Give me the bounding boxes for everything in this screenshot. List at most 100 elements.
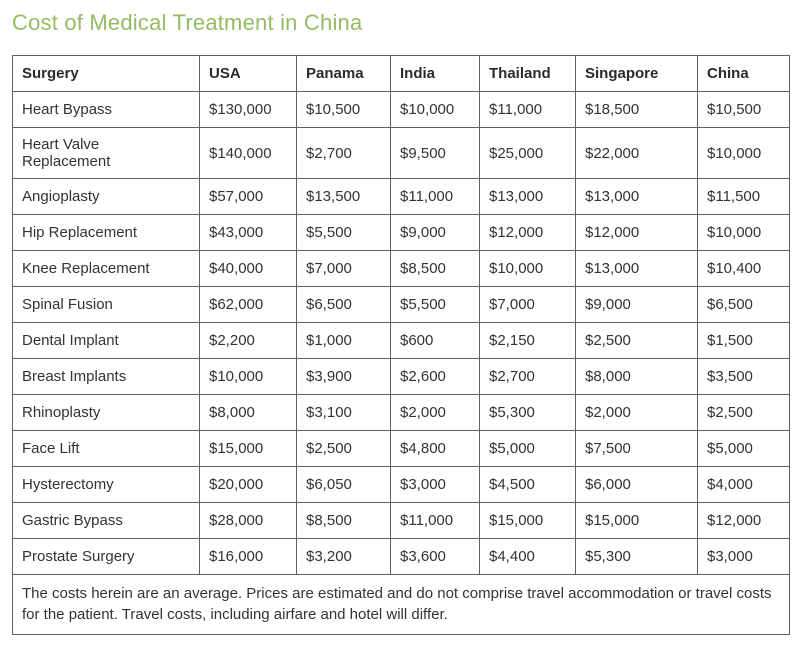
surgery-name-cell: Hysterectomy [12, 466, 200, 503]
price-cell: $13,000 [575, 178, 698, 215]
price-cell: $5,000 [479, 430, 576, 467]
column-header-panama: Panama [296, 55, 391, 92]
table-row: Spinal Fusion $62,000 $6,500 $5,500 $7,000 $9… [12, 286, 790, 323]
surgery-name-cell: Spinal Fusion [12, 286, 200, 323]
table-row: Knee Replacement $40,000 $7,000 $8,500 $10,0… [12, 250, 790, 287]
surgery-name-cell: Gastric Bypass [12, 502, 200, 539]
price-cell: $140,000 [199, 127, 297, 179]
price-cell: $3,100 [296, 394, 391, 431]
column-header-india: India [390, 55, 480, 92]
price-cell: $6,000 [575, 466, 698, 503]
price-cell: $2,700 [296, 127, 391, 179]
price-cell: $43,000 [199, 214, 297, 251]
price-cell: $40,000 [199, 250, 297, 287]
price-cell: $62,000 [199, 286, 297, 323]
column-header-surgery: Surgery [12, 55, 200, 92]
table-row: Heart Valve Replacement $140,000 $2,700 $9,… [12, 127, 790, 179]
price-cell: $4,000 [697, 466, 790, 503]
price-cell: $2,700 [479, 358, 576, 395]
table-footnote: The costs herein are an average. Prices … [12, 573, 790, 636]
price-cell: $3,600 [390, 538, 480, 575]
surgery-name-cell: Rhinoplasty [12, 394, 200, 431]
surgery-name-cell: Heart Bypass [12, 91, 200, 128]
page-title: Cost of Medical Treatment in China [12, 10, 363, 35]
table-row: Rhinoplasty $8,000 $3,100 $2,000 $5,300 $2,00… [12, 394, 790, 431]
surgery-name-cell: Heart Valve Replacement [12, 127, 200, 179]
price-cell: $9,000 [575, 286, 698, 323]
price-cell: $8,000 [199, 394, 297, 431]
price-cell: $57,000 [199, 178, 297, 215]
price-cell: $20,000 [199, 466, 297, 503]
price-cell: $11,000 [390, 502, 480, 539]
price-cell: $11,500 [697, 178, 790, 215]
price-cell: $3,500 [697, 358, 790, 395]
price-cell: $10,000 [479, 250, 576, 287]
price-cell: $13,000 [575, 250, 698, 287]
table-row: Breast Implants $10,000 $3,900 $2,600 $2,700… [12, 358, 790, 395]
price-cell: $13,000 [479, 178, 576, 215]
price-cell: $25,000 [479, 127, 576, 179]
price-cell: $2,600 [390, 358, 480, 395]
price-cell: $10,500 [697, 91, 790, 128]
table-row: Face Lift $15,000 $2,500 $4,800 $5,000 $7,500… [12, 430, 790, 467]
price-cell: $10,000 [697, 127, 790, 179]
surgery-name-cell: Hip Replacement [12, 214, 200, 251]
price-cell: $5,300 [479, 394, 576, 431]
price-cell: $15,000 [479, 502, 576, 539]
price-cell: $2,150 [479, 322, 576, 359]
price-cell: $2,500 [296, 430, 391, 467]
column-header-thailand: Thailand [479, 55, 576, 92]
column-header-china: China [697, 55, 790, 92]
surgery-name-cell: Face Lift [12, 430, 200, 467]
price-cell: $130,000 [199, 91, 297, 128]
price-cell: $10,000 [697, 214, 790, 251]
table-row: Dental Implant $2,200 $1,000 $600 $2,150 $2,5… [12, 322, 790, 359]
surgery-name-cell: Prostate Surgery [12, 538, 200, 575]
price-cell: $2,000 [390, 394, 480, 431]
table-row: Angioplasty $57,000 $13,500 $11,000 $13,000 $… [12, 178, 790, 215]
price-cell: $3,000 [390, 466, 480, 503]
price-cell: $4,400 [479, 538, 576, 575]
surgery-name-cell: Breast Implants [12, 358, 200, 395]
column-header-usa: USA [199, 55, 297, 92]
price-cell: $1,000 [296, 322, 391, 359]
price-cell: $2,500 [697, 394, 790, 431]
price-cell: $8,000 [575, 358, 698, 395]
price-cell: $12,000 [697, 502, 790, 539]
table-row: Gastric Bypass $28,000 $8,500 $11,000 $15,00… [12, 502, 790, 539]
price-cell: $5,000 [697, 430, 790, 467]
price-cell: $9,000 [390, 214, 480, 251]
price-cell: $13,500 [296, 178, 391, 215]
price-cell: $9,500 [390, 127, 480, 179]
footnote-row: The costs herein are an average. Prices … [12, 573, 790, 636]
price-cell: $600 [390, 322, 480, 359]
surgery-name-cell: Angioplasty [12, 178, 200, 215]
price-cell: $11,000 [390, 178, 480, 215]
price-cell: $15,000 [575, 502, 698, 539]
price-cell: $4,500 [479, 466, 576, 503]
price-cell: $11,000 [479, 91, 576, 128]
table-body: Heart Bypass $130,000 $10,500 $10,000 $11,00… [12, 91, 790, 575]
price-cell: $6,050 [296, 466, 391, 503]
price-cell: $4,800 [390, 430, 480, 467]
price-cell: $10,500 [296, 91, 391, 128]
price-cell: $10,000 [390, 91, 480, 128]
surgery-name-cell: Dental Implant [12, 322, 200, 359]
price-cell: $8,500 [390, 250, 480, 287]
table-row: Prostate Surgery $16,000 $3,200 $3,600 $4,40… [12, 538, 790, 575]
column-header-singapore: Singapore [575, 55, 698, 92]
price-cell: $10,000 [199, 358, 297, 395]
price-cell: $22,000 [575, 127, 698, 179]
price-cell: $28,000 [199, 502, 297, 539]
table-row: Heart Bypass $130,000 $10,500 $10,000 $11,00… [12, 91, 790, 128]
surgery-name-cell: Knee Replacement [12, 250, 200, 287]
table-row: Hysterectomy $20,000 $6,050 $3,000 $4,500 $6,… [12, 466, 790, 503]
price-cell: $12,000 [479, 214, 576, 251]
price-cell: $3,000 [697, 538, 790, 575]
price-cell: $18,500 [575, 91, 698, 128]
page: Cost of Medical Treatment in China Surge… [12, 10, 790, 636]
price-cell: $5,300 [575, 538, 698, 575]
medical-cost-table: Surgery USA Panama India Thailand Singap… [12, 55, 790, 636]
price-cell: $10,400 [697, 250, 790, 287]
table-row: Hip Replacement $43,000 $5,500 $9,000 $12,00… [12, 214, 790, 251]
